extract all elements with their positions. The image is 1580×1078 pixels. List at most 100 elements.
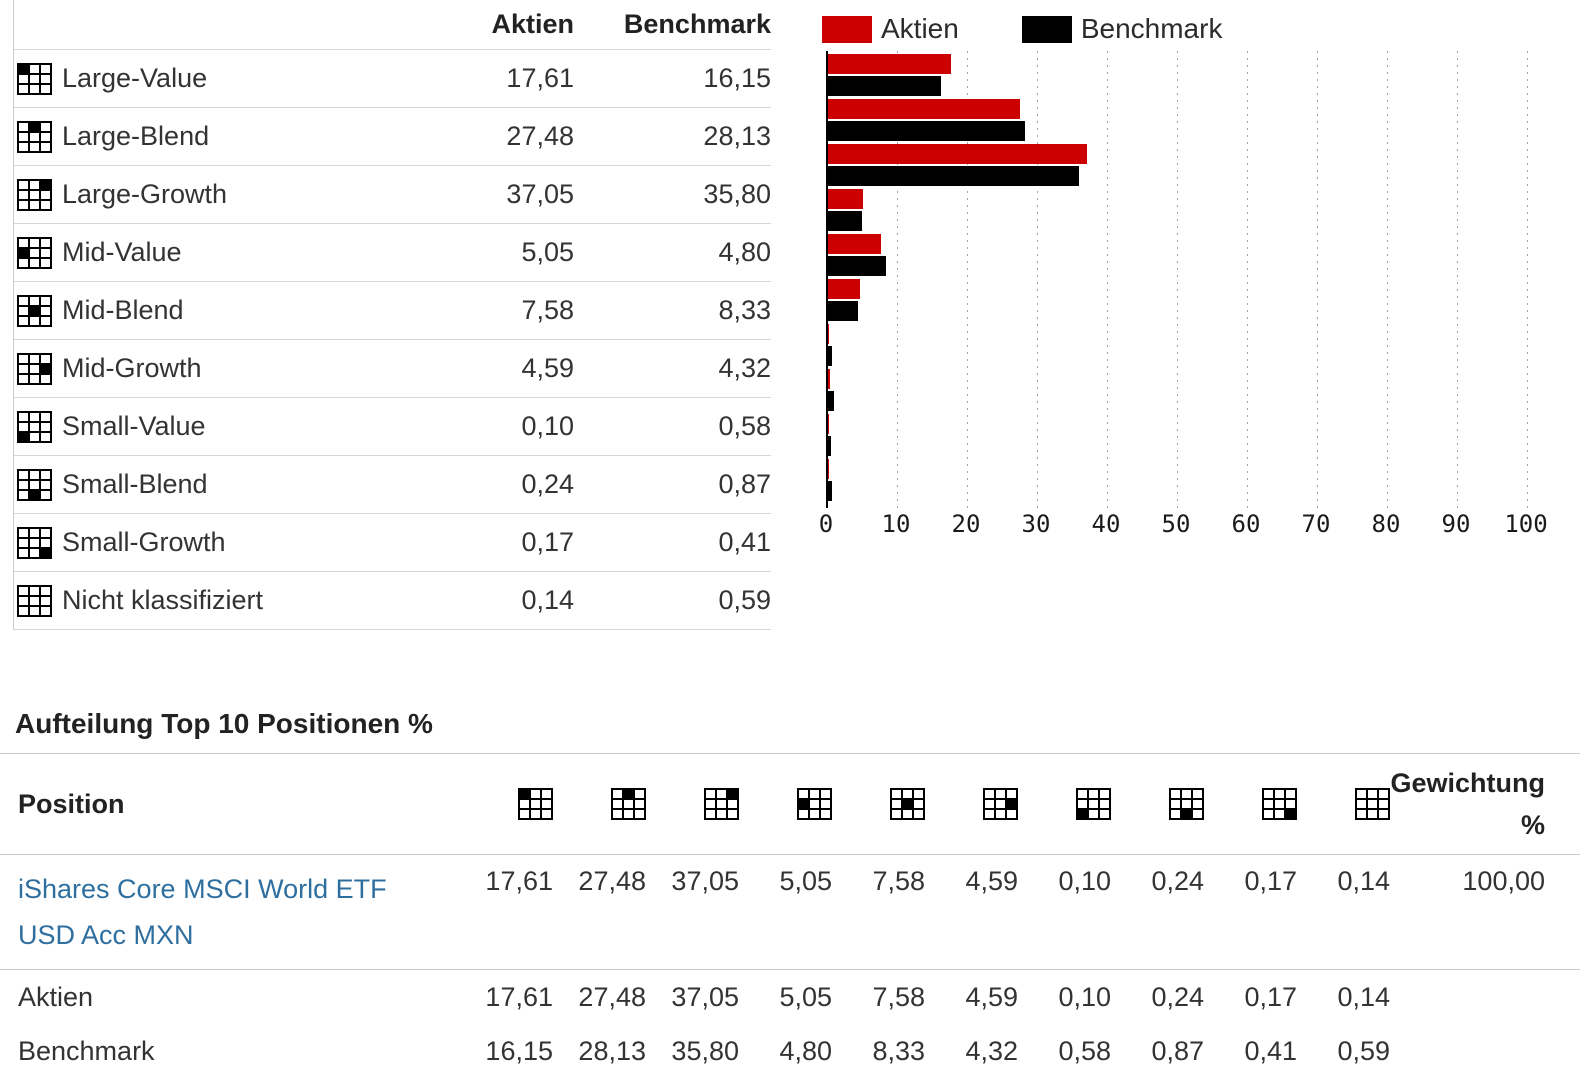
gridline-90 (1457, 51, 1458, 508)
aktien-value: 17,61 (434, 49, 574, 108)
aktien-value: 4,59 (434, 339, 574, 398)
cell-value: 0,10 (1018, 854, 1111, 970)
large-growth-style-box-icon (704, 788, 739, 821)
weight-value (1390, 970, 1580, 1025)
style-row-label: Large-Value (62, 63, 208, 94)
x-tick-label-100: 100 (1504, 510, 1548, 538)
bar-aktien-large-growth (828, 144, 1088, 164)
gridline-100 (1527, 51, 1528, 508)
aktien-value: 0,17 (434, 513, 574, 572)
bar-benchmark-small-growth (828, 436, 831, 456)
aktien-value: 0,14 (434, 571, 574, 630)
benchmark-value: 35,80 (574, 165, 771, 224)
cell-value: 0,59 (1337, 1035, 1390, 1066)
cell-value: 0,58 (1058, 1035, 1111, 1066)
gridline-60 (1247, 51, 1248, 508)
benchmark-value: 8,33 (574, 281, 771, 340)
mid-value-style-box-icon (797, 788, 832, 821)
benchmark-legend-swatch-icon (1021, 15, 1072, 43)
bar-aktien-large-value (828, 54, 952, 74)
style-row-small-value: Small-Value 0,10 0,58 (14, 397, 771, 456)
cell-value: 8,33 (872, 1035, 925, 1066)
gridline-10 (897, 51, 898, 508)
cell-value: 0,17 (1204, 854, 1297, 970)
cell-value: 4,59 (965, 981, 1018, 1012)
holdings-row-fund: iShares Core MSCI World ETF USD Acc MXN … (0, 854, 1580, 970)
cell-value: 4,80 (779, 1035, 832, 1066)
gridline-40 (1107, 51, 1108, 508)
holdings-row-aktien: Aktien 17,61 27,48 37,05 5,05 7,58 4,59 … (0, 970, 1580, 1025)
style-breakdown-table: Aktien Benchmark Large-Value 17,61 16,15… (13, 0, 771, 630)
cell-value: 0,24 (1151, 981, 1204, 1012)
unclassified-style-box-icon (1355, 788, 1390, 821)
cell-value: 0,41 (1244, 1035, 1297, 1066)
style-table-header-row: Aktien Benchmark (14, 0, 771, 50)
cell-value: 17,61 (485, 981, 553, 1012)
aktien-legend-swatch-icon (822, 15, 872, 43)
style-row-label: Small-Blend (62, 469, 208, 500)
style-row-label: Large-Growth (62, 179, 228, 210)
small-growth-style-box-icon (1262, 788, 1297, 821)
row-label: Aktien (18, 982, 94, 1012)
cell-value: 0,14 (1297, 854, 1390, 970)
top10-positions-table: Position Gewichtung % (0, 753, 1580, 1078)
benchmark-value: 16,15 (574, 49, 771, 108)
style-row-nicht-klassifiziert: Nicht klassifiziert 0,14 0,59 (14, 571, 771, 630)
style-row-label: Mid-Blend (62, 295, 184, 326)
style-row-large-growth: Large-Growth 37,05 35,80 (14, 165, 771, 224)
large-growth-style-box-icon (17, 178, 52, 211)
x-tick-label-70: 70 (1301, 510, 1331, 538)
gridline-80 (1387, 51, 1388, 508)
bar-benchmark-nicht-klassifiziert (828, 481, 833, 501)
x-tick-label-0: 0 (818, 510, 834, 538)
gridline-30 (1037, 51, 1038, 508)
cell-value: 16,15 (485, 1035, 553, 1066)
style-breakdown-bar-chart: Aktien Benchmark 0 10 20 30 40 50 60 70 80 90 100 (818, 0, 1580, 655)
fund-name-line1[interactable]: iShares Core MSCI World ETF (18, 874, 387, 904)
legend-label: Aktien (881, 13, 959, 44)
x-tick-label-40: 40 (1091, 510, 1121, 538)
style-row-small-growth: Small-Growth 0,17 0,41 (14, 513, 771, 572)
style-row-label: Nicht klassifiziert (62, 585, 264, 616)
weight-value: 100,00 (1390, 854, 1580, 970)
x-tick-label-50: 50 (1161, 510, 1191, 538)
small-growth-style-box-icon (17, 526, 52, 559)
cell-value: 0,87 (1151, 1035, 1204, 1066)
mid-growth-style-box-icon (17, 352, 52, 385)
mid-blend-style-box-icon (890, 788, 925, 821)
bar-benchmark-large-growth (828, 166, 1079, 186)
bar-aktien-mid-blend (828, 234, 882, 254)
bar-aktien-large-blend (828, 99, 1021, 119)
legend-item-benchmark: Benchmark (1021, 13, 1222, 45)
aktien-value: 27,48 (434, 107, 574, 166)
bar-aktien-nicht-klassifiziert (828, 459, 829, 479)
chart-legend: Aktien Benchmark (822, 13, 1222, 45)
holdings-header-row: Position Gewichtung % (0, 753, 1580, 855)
x-tick-label-80: 80 (1371, 510, 1401, 538)
large-blend-style-box-icon (611, 788, 646, 821)
style-row-mid-blend: Mid-Blend 7,58 8,33 (14, 281, 771, 340)
benchmark-value: 28,13 (574, 107, 771, 166)
x-tick-label-60: 60 (1231, 510, 1261, 538)
fund-position-link[interactable]: iShares Core MSCI World ETF USD Acc MXN (18, 866, 460, 958)
cell-value: 5,05 (739, 854, 832, 970)
weight-column-header: Gewichtung % (1390, 753, 1580, 855)
benchmark-value: 0,41 (574, 513, 771, 572)
benchmark-value: 4,32 (574, 339, 771, 398)
bar-benchmark-large-value (828, 76, 942, 96)
cell-value: 37,05 (671, 981, 739, 1012)
x-tick-label-20: 20 (951, 510, 981, 538)
cell-value: 0,14 (1337, 981, 1390, 1012)
cell-value: 4,32 (965, 1035, 1018, 1066)
cell-value: 27,48 (578, 981, 646, 1012)
weight-header-line2: % (1520, 810, 1545, 840)
aktien-value: 0,24 (434, 455, 574, 514)
style-table-empty-header (14, 0, 434, 50)
fund-name-line2[interactable]: USD Acc MXN (18, 920, 194, 950)
cell-value: 27,48 (553, 854, 646, 970)
mid-blend-style-box-icon (17, 294, 52, 327)
position-column-header: Position (0, 753, 460, 855)
cell-value: 17,61 (460, 854, 553, 970)
cell-value: 0,17 (1244, 981, 1297, 1012)
cell-value: 28,13 (578, 1035, 646, 1066)
